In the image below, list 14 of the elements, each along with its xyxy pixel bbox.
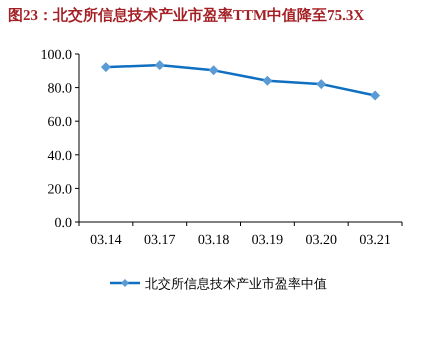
- y-tick-label: 100.0: [40, 48, 72, 63]
- y-tick-label: 0.0: [54, 216, 72, 231]
- x-tick-label: 03.19: [252, 233, 284, 248]
- y-tick-label: 60.0: [48, 115, 72, 130]
- x-tick-label: 03.18: [198, 233, 230, 248]
- x-tick-label: 03.21: [359, 233, 391, 248]
- y-tick-label: 80.0: [48, 82, 72, 97]
- x-tick-label: 03.17: [144, 233, 176, 248]
- x-tick-label: 03.20: [306, 233, 337, 248]
- y-tick-label: 20.0: [48, 182, 72, 198]
- y-tick-label: 40.0: [48, 148, 72, 164]
- x-tick-label: 03.14: [90, 233, 122, 248]
- chart-title: 图23：北交所信息技术产业市盈率TTM中值降至75.3X: [8, 6, 364, 24]
- legend-label: 北交所信息技术产业市盈率中值: [145, 276, 327, 291]
